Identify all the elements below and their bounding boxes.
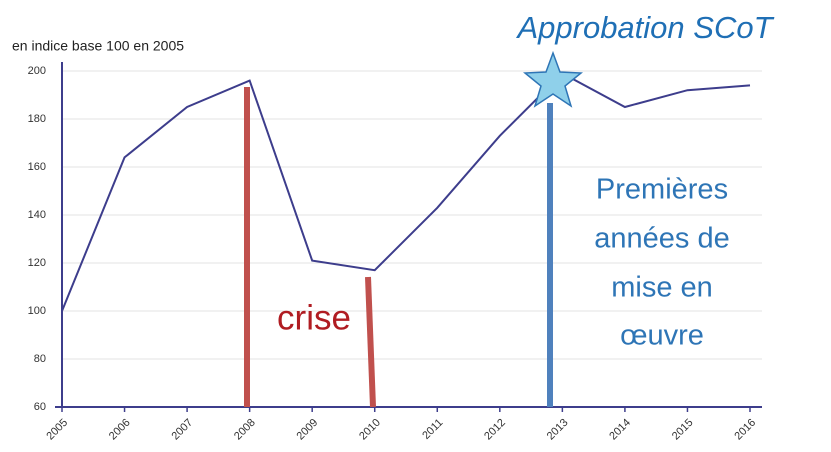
x-tick-label: 2015: [670, 417, 696, 443]
x-tick-label: 2013: [545, 417, 571, 443]
y-tick-label: 180: [28, 113, 46, 125]
crisis-label: crise: [277, 298, 351, 337]
x-tick-label: 2007: [169, 417, 195, 443]
implementation-label: mise en: [611, 272, 713, 304]
implementation-label: œuvre: [620, 320, 704, 352]
star: [523, 50, 583, 108]
x-tick-label: 2006: [107, 417, 133, 443]
y-tick-label: 100: [28, 305, 46, 317]
y-tick-label: 160: [28, 161, 46, 173]
y-tick-label: 60: [34, 401, 46, 413]
y-tick-label: 200: [28, 65, 46, 77]
x-tick-label: 2010: [357, 417, 383, 443]
approval-label: Approbation SCoT: [515, 10, 774, 45]
implementation-label: Premières: [596, 174, 728, 206]
implementation-label: années de: [594, 223, 729, 255]
y-tick-label: 120: [28, 257, 46, 269]
x-tick-label: 2008: [232, 417, 258, 443]
x-tick-label: 2012: [482, 417, 508, 443]
y-tick-label: 80: [34, 353, 46, 365]
x-tick-label: 2014: [607, 417, 633, 443]
y-tick-label: 140: [28, 209, 46, 221]
y-axis-label: en indice base 100 en 2005: [12, 38, 184, 54]
x-tick-label: 2011: [420, 417, 445, 442]
x-tick-label: 2009: [295, 417, 321, 443]
crisis-marker: [365, 276, 376, 408]
line: [61, 72, 751, 312]
x-tick-label: 2016: [732, 417, 758, 443]
x-tick-label: 2005: [44, 417, 70, 443]
